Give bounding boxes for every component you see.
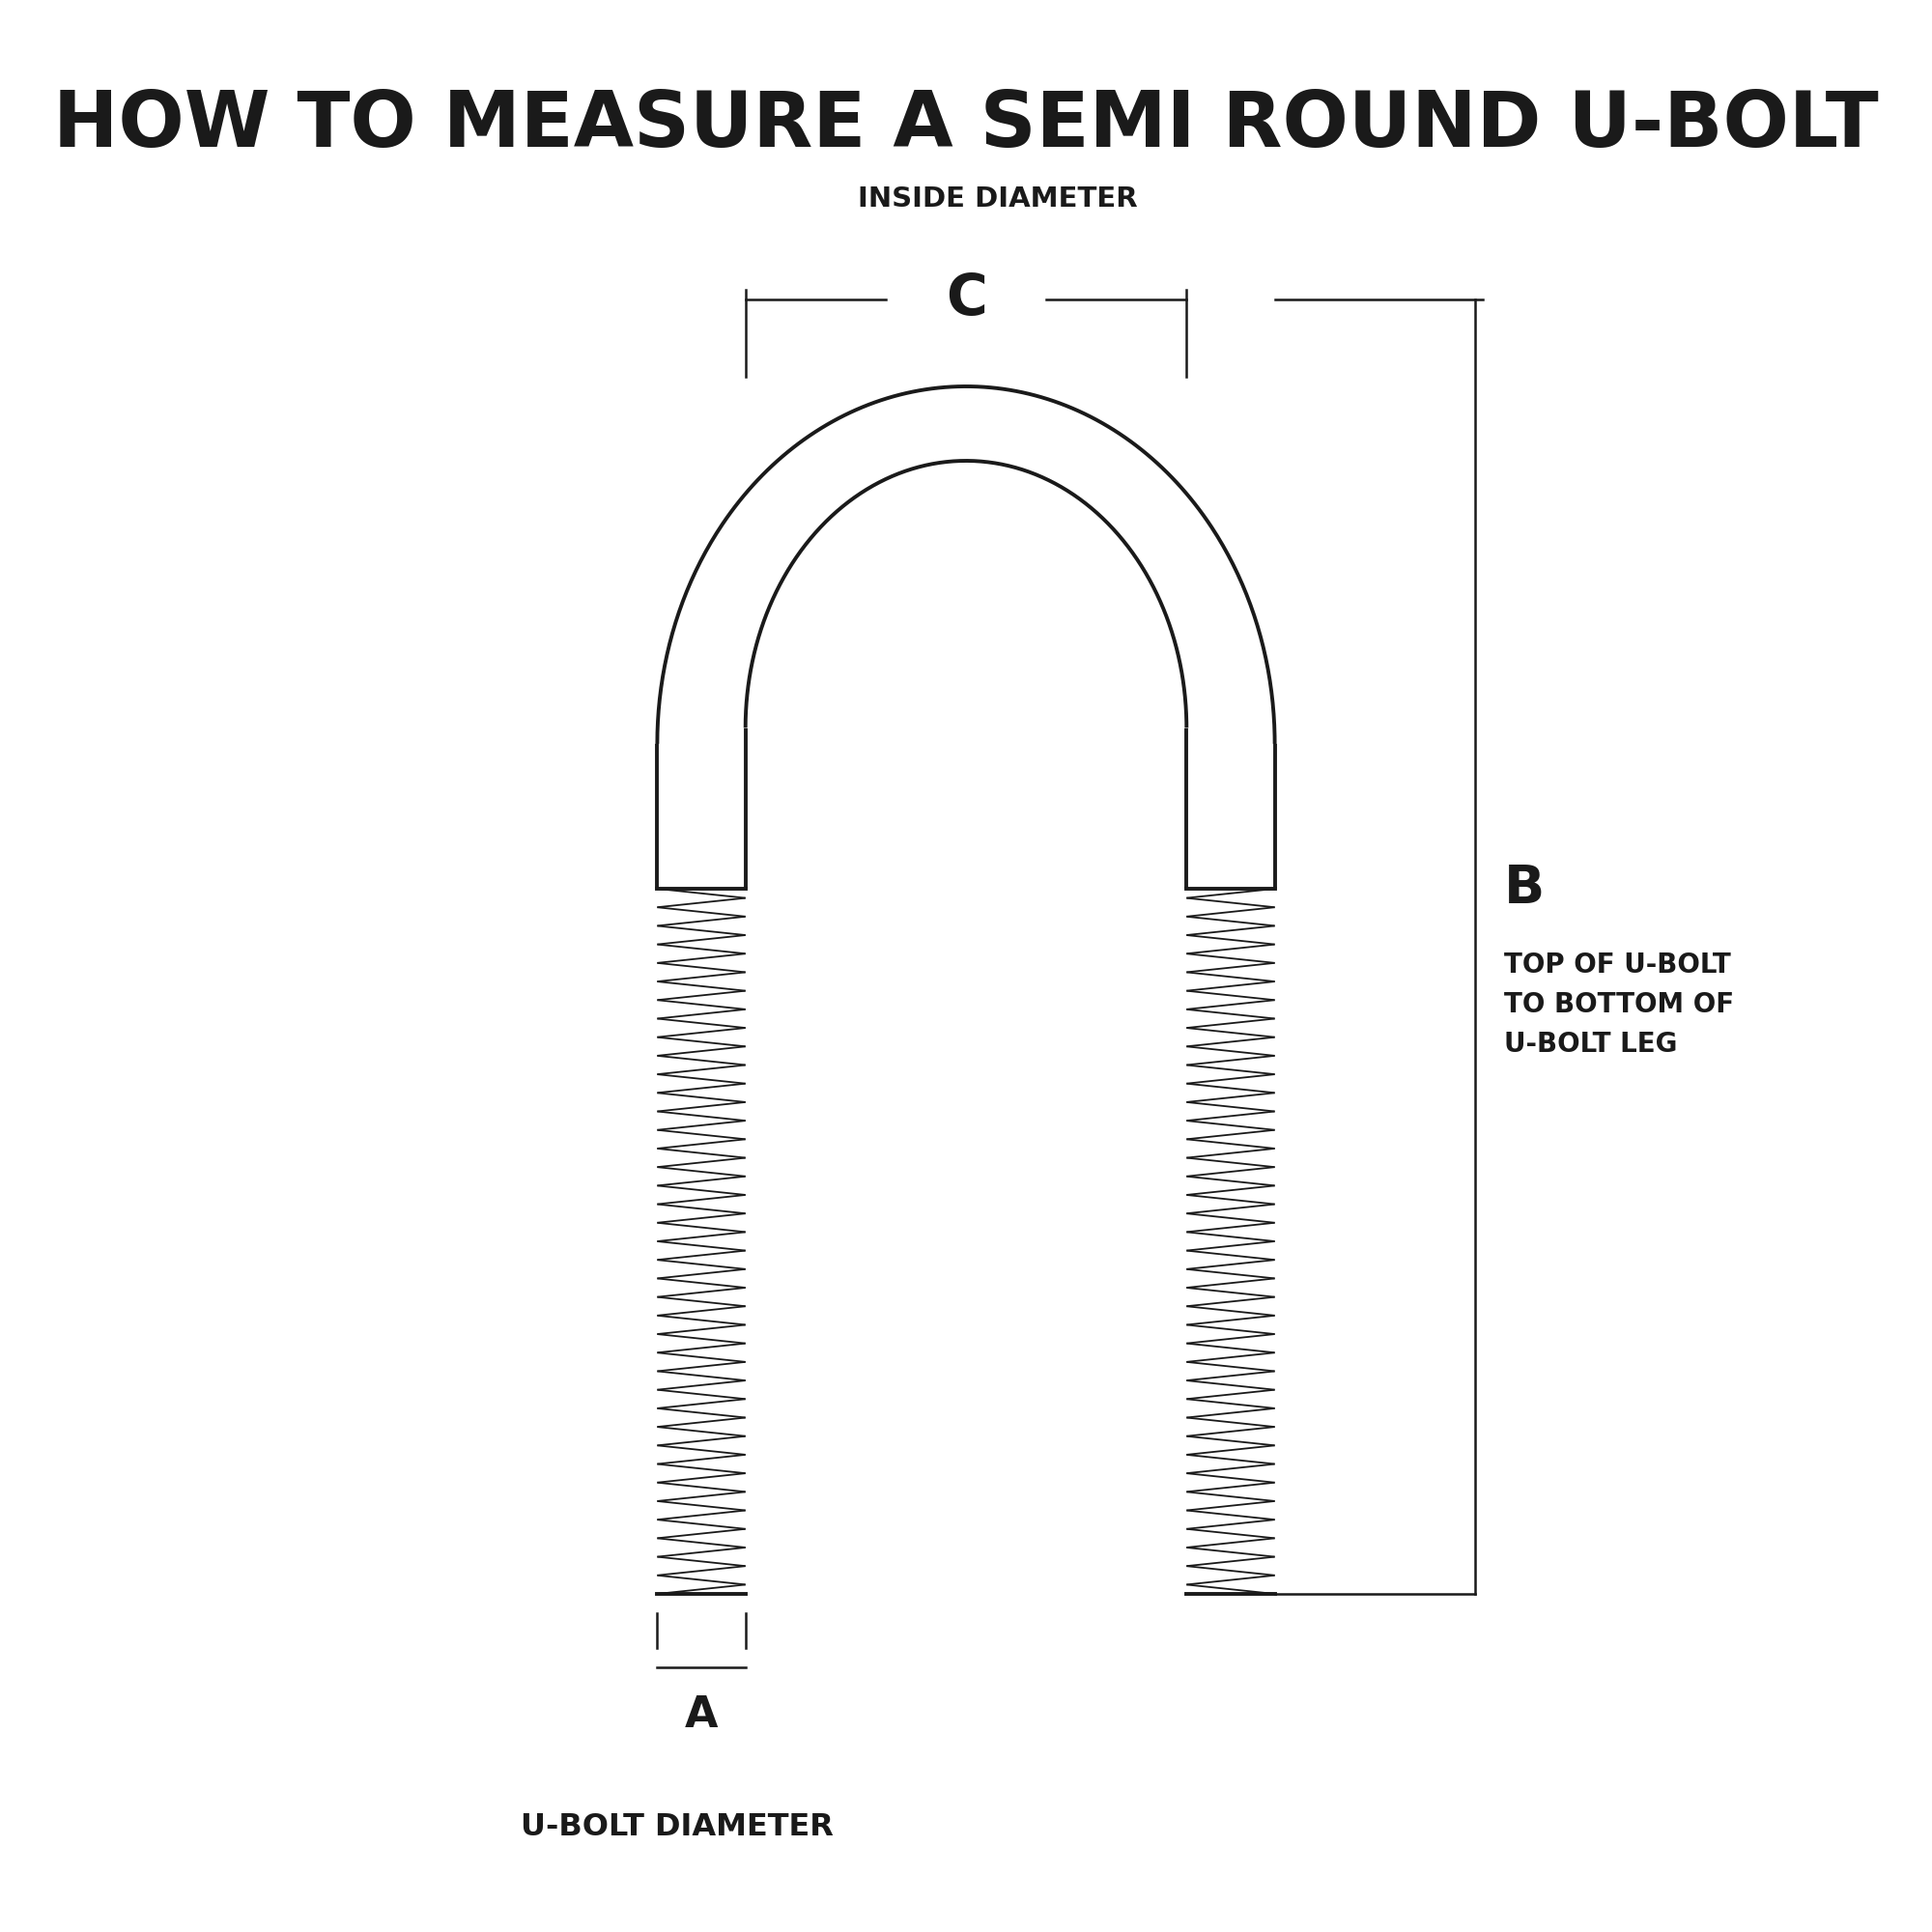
- Text: A: A: [684, 1694, 719, 1737]
- Text: INSIDE DIAMETER: INSIDE DIAMETER: [858, 185, 1138, 213]
- Text: TOP OF U-BOLT
TO BOTTOM OF
U-BOLT LEG: TOP OF U-BOLT TO BOTTOM OF U-BOLT LEG: [1505, 951, 1735, 1059]
- Text: HOW TO MEASURE A SEMI ROUND U-BOLT: HOW TO MEASURE A SEMI ROUND U-BOLT: [54, 87, 1878, 164]
- Text: C: C: [945, 272, 987, 327]
- Text: B: B: [1505, 862, 1546, 916]
- Text: U-BOLT DIAMETER: U-BOLT DIAMETER: [522, 1812, 835, 1843]
